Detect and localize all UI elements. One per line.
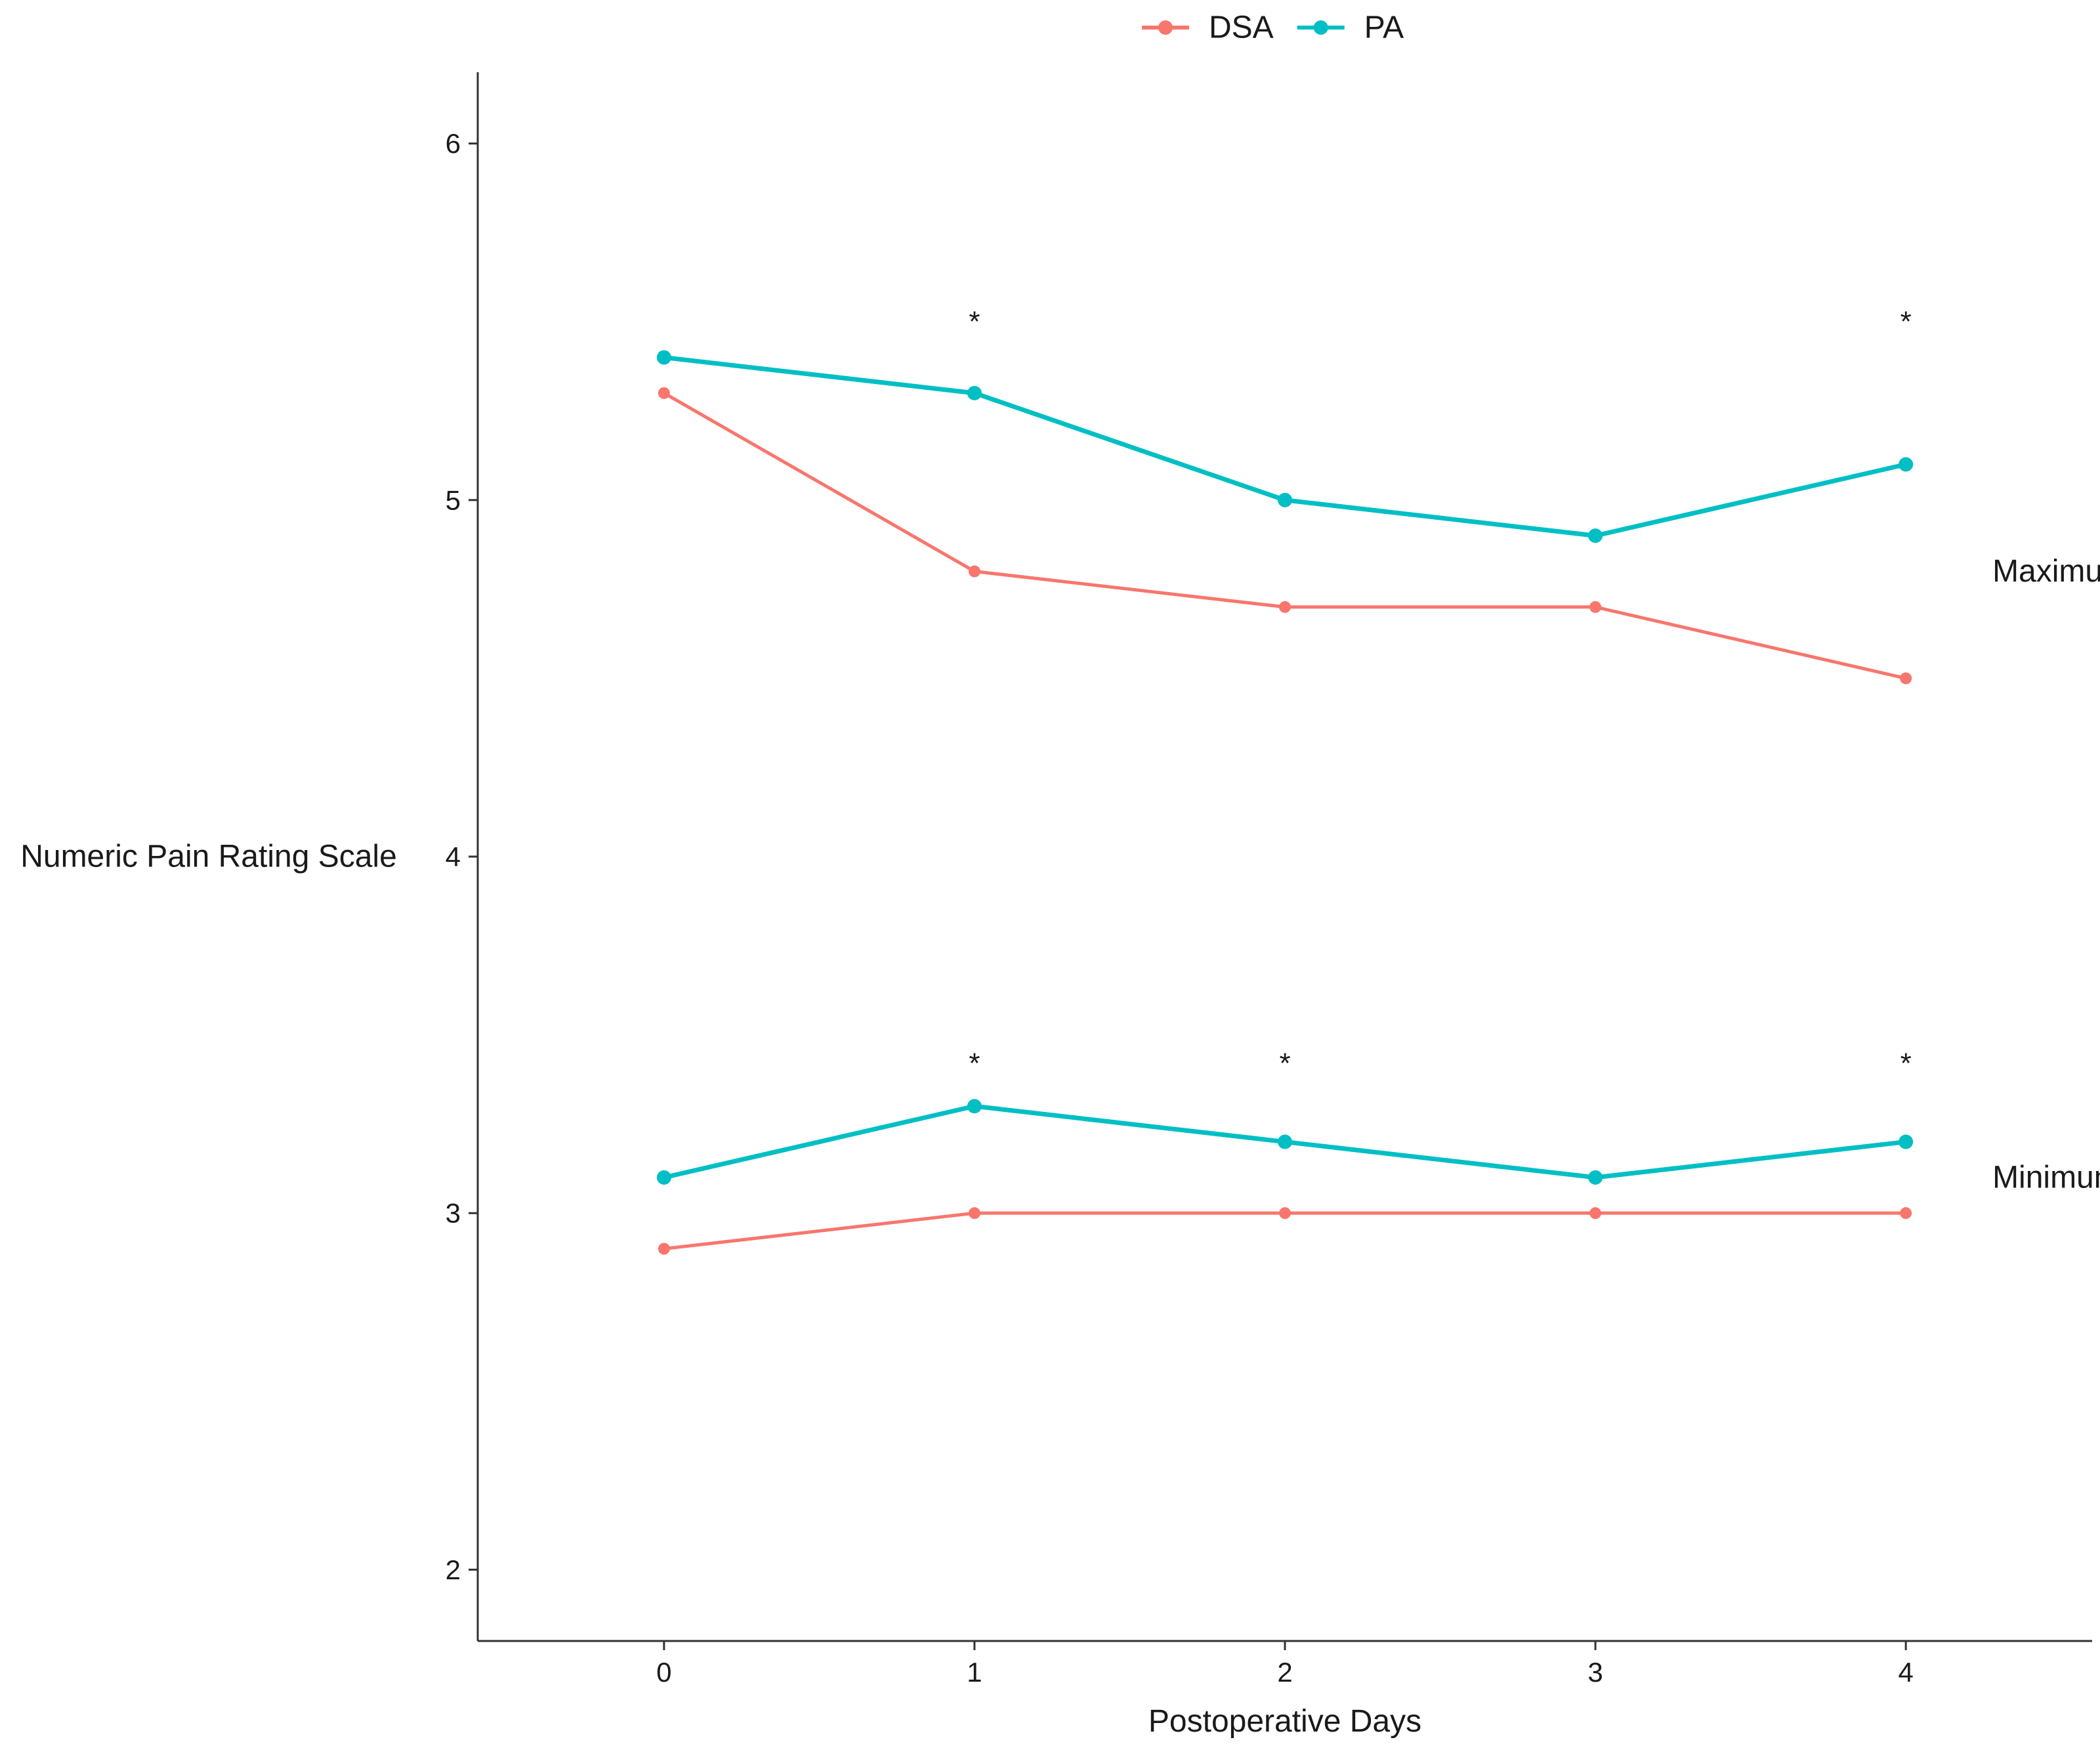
data-point xyxy=(968,565,980,578)
data-point xyxy=(968,1207,980,1220)
data-point xyxy=(1588,1170,1603,1185)
annotation-layer: Maximum Minimum * * * * * xyxy=(969,306,2100,1195)
series-dsa-maximum xyxy=(658,387,1912,685)
data-point xyxy=(1589,601,1602,613)
data-point xyxy=(1900,672,1912,685)
legend-entry-dsa: DSA xyxy=(1142,11,1274,45)
y-axis-title: Numeric Pain Rating Scale xyxy=(20,840,397,874)
legend-label: DSA xyxy=(1209,11,1274,45)
significance-marker: * xyxy=(1279,1048,1290,1080)
data-point xyxy=(967,1099,982,1114)
legend: DSA PA xyxy=(1142,11,1404,45)
series-pa-minimum xyxy=(656,1099,1914,1185)
series-dsa-minimum xyxy=(658,1207,1912,1255)
series-line xyxy=(662,391,1908,680)
significance-marker: * xyxy=(969,306,980,338)
series-line xyxy=(662,355,1908,538)
x-tick-label: 1 xyxy=(967,1657,982,1688)
legend-key-point xyxy=(1158,20,1173,35)
annotation-maximum: Maximum xyxy=(1992,554,2100,589)
x-tick-label: 0 xyxy=(656,1657,671,1688)
annotation-minimum: Minimum xyxy=(1992,1160,2100,1195)
y-tick-label: 5 xyxy=(446,484,461,515)
data-point xyxy=(656,1170,671,1185)
x-tick-label: 3 xyxy=(1587,1657,1603,1688)
x-tick-label: 4 xyxy=(1898,1657,1913,1688)
significance-marker: * xyxy=(1900,1048,1912,1080)
series-pa-maximum xyxy=(656,350,1914,543)
data-point xyxy=(658,1243,670,1255)
data-point xyxy=(1899,1134,1914,1149)
data-point xyxy=(1279,1207,1291,1220)
data-point xyxy=(1900,1207,1912,1220)
data-point xyxy=(1588,528,1603,543)
data-point xyxy=(1589,1207,1602,1220)
y-tick-label: 2 xyxy=(446,1554,461,1585)
axes: 2 3 4 5 6 0 1 2 3 4 Postoperative Days Numeric Pain… xyxy=(20,72,2092,1739)
x-axis-title: Postoperative Days xyxy=(1148,1704,1421,1739)
data-point xyxy=(658,387,670,399)
data-point xyxy=(656,350,671,365)
significance-marker: * xyxy=(969,1048,980,1080)
x-tick-label: 2 xyxy=(1277,1657,1292,1688)
y-tick-label: 4 xyxy=(446,841,461,872)
y-tick-label: 6 xyxy=(446,128,461,159)
legend-entry-pa: PA xyxy=(1297,11,1404,45)
series-layer xyxy=(656,350,1914,1255)
data-point xyxy=(1278,492,1292,507)
y-tick-label: 3 xyxy=(446,1198,461,1229)
data-point xyxy=(1278,1134,1292,1149)
data-point xyxy=(967,385,982,400)
legend-key-point xyxy=(1313,20,1328,35)
legend-label: PA xyxy=(1364,11,1404,45)
data-point xyxy=(1899,457,1914,472)
data-point xyxy=(1279,601,1291,613)
significance-marker: * xyxy=(1900,306,1912,338)
